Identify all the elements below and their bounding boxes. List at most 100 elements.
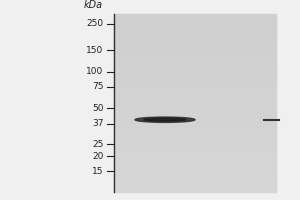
Text: 150: 150 (86, 46, 103, 55)
Bar (114, 135, 276, 137)
Bar (114, 132, 276, 134)
Bar (114, 121, 276, 123)
Bar (276, 8, 300, 200)
Bar (114, 114, 276, 116)
Text: 50: 50 (92, 104, 103, 113)
Bar (114, 20, 276, 21)
Bar (114, 89, 276, 91)
Bar (114, 50, 276, 52)
Text: 37: 37 (92, 119, 103, 128)
Bar (114, 32, 276, 34)
Bar (114, 14, 276, 16)
Bar (114, 75, 276, 77)
Bar (114, 46, 276, 48)
Bar (114, 125, 276, 126)
Bar (114, 93, 276, 94)
Bar (114, 84, 276, 85)
Text: kDa: kDa (83, 0, 103, 10)
Bar (114, 109, 276, 110)
Bar (114, 55, 276, 57)
Bar (114, 112, 276, 114)
Text: 20: 20 (92, 152, 103, 161)
Bar (114, 128, 276, 130)
Text: 75: 75 (92, 82, 103, 91)
Bar (114, 153, 276, 155)
Bar (114, 144, 276, 146)
Bar (114, 30, 276, 32)
Bar (114, 119, 276, 121)
Bar (114, 48, 276, 50)
Text: 100: 100 (86, 67, 103, 76)
Bar (114, 57, 276, 59)
Bar (114, 37, 276, 39)
Bar (114, 66, 276, 68)
Bar (114, 130, 276, 132)
Bar (114, 44, 276, 46)
Bar (114, 18, 276, 20)
Text: 25: 25 (92, 140, 103, 149)
Bar (114, 41, 276, 43)
Bar (114, 61, 276, 62)
Bar (114, 157, 276, 158)
Bar (114, 185, 276, 187)
Bar (114, 173, 276, 175)
Bar (114, 73, 276, 75)
Bar (114, 169, 276, 171)
Bar (114, 87, 276, 89)
Bar (114, 96, 276, 98)
Bar (114, 53, 276, 55)
Bar (114, 78, 276, 80)
Bar (114, 28, 276, 30)
Bar (114, 126, 276, 128)
Bar (114, 180, 276, 182)
Bar (114, 148, 276, 150)
Bar (114, 171, 276, 173)
Bar (114, 134, 276, 135)
Bar (114, 146, 276, 148)
Bar (114, 118, 276, 119)
Bar (114, 39, 276, 41)
Bar (114, 150, 276, 151)
Bar (114, 52, 276, 53)
Bar (114, 189, 276, 191)
Bar (114, 101, 276, 103)
Bar (114, 105, 276, 107)
Bar (0, 8, 114, 200)
Bar (114, 182, 276, 183)
Text: 250: 250 (86, 19, 103, 28)
Bar (114, 160, 276, 162)
Bar (114, 80, 276, 82)
Bar (114, 167, 276, 169)
Ellipse shape (135, 117, 195, 122)
Bar (114, 178, 276, 180)
Bar (114, 25, 276, 27)
Bar (114, 21, 276, 23)
Bar (114, 68, 276, 69)
Ellipse shape (144, 118, 186, 121)
Bar (114, 175, 276, 176)
Bar (114, 137, 276, 139)
Bar (114, 91, 276, 93)
Text: 15: 15 (92, 167, 103, 176)
Bar (114, 77, 276, 78)
Bar (114, 107, 276, 109)
Bar (114, 36, 276, 37)
Bar (114, 162, 276, 164)
Bar (114, 69, 276, 71)
Bar (114, 166, 276, 167)
Bar (114, 82, 276, 84)
Bar (114, 43, 276, 44)
Bar (114, 139, 276, 141)
Bar (114, 64, 276, 66)
Bar (114, 187, 276, 189)
Bar (114, 142, 276, 144)
Bar (114, 183, 276, 185)
Bar (114, 141, 276, 142)
Bar (114, 158, 276, 160)
Bar (114, 85, 276, 87)
Bar (114, 155, 276, 157)
Bar (114, 151, 276, 153)
Bar (114, 27, 276, 28)
Bar (114, 34, 276, 36)
Bar (114, 62, 276, 64)
